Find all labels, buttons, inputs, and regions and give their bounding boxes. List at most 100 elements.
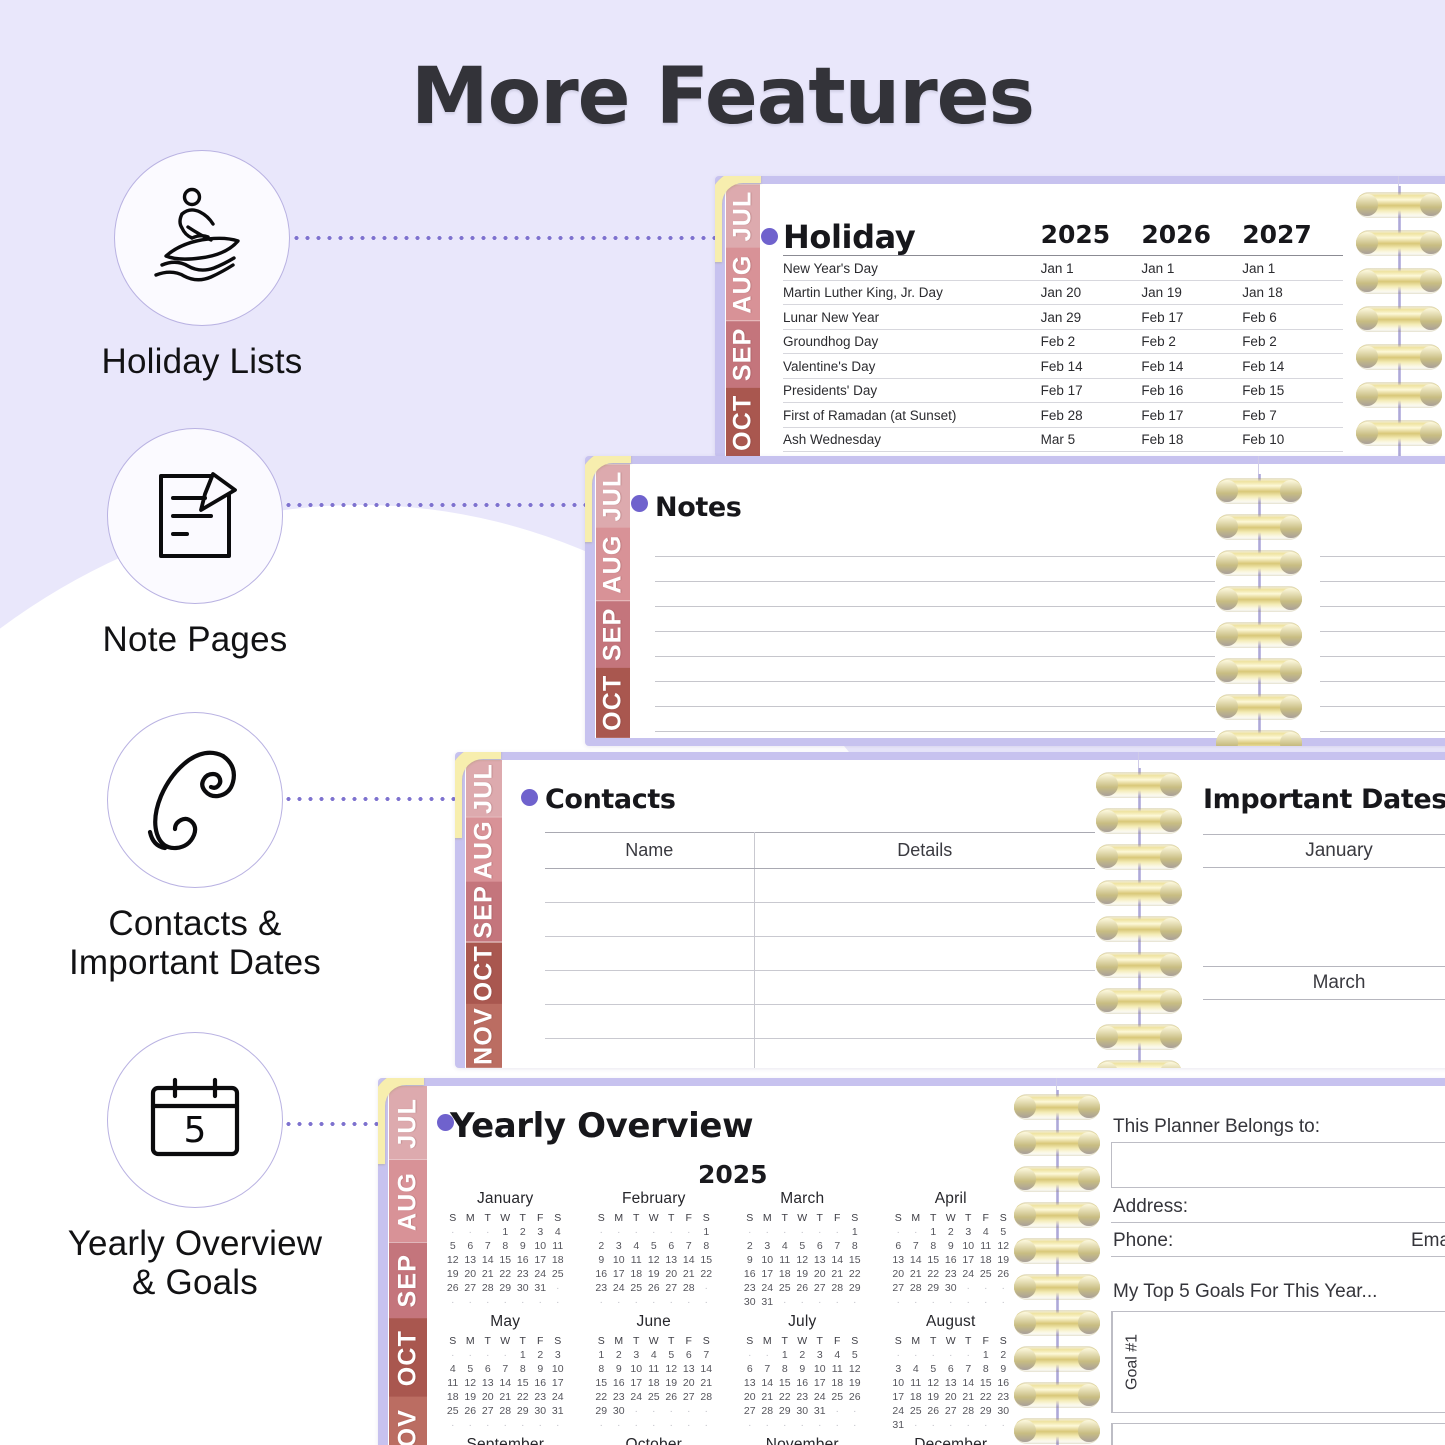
- yearly-spiral-binding: [1014, 1090, 1100, 1445]
- month-tab-oct[interactable]: OCT: [466, 941, 502, 1005]
- contacts-name-cell[interactable]: [545, 936, 755, 971]
- feature-holiday-lists[interactable]: Holiday Lists: [2, 150, 402, 381]
- mini-calendar-weekday: S: [597, 1335, 605, 1347]
- month-tab-nov[interactable]: NOV: [389, 1397, 427, 1445]
- mini-calendar-weekday: W: [648, 1335, 659, 1347]
- mini-calendar-day: 29: [778, 1405, 791, 1417]
- note-rule-line[interactable]: [1320, 532, 1445, 557]
- connector-dot-contacts: [521, 789, 538, 806]
- mini-calendar-day: ·: [748, 1419, 752, 1431]
- mini-calendar-day: ·: [818, 1296, 822, 1308]
- panel-holiday[interactable]: JUL AUG SEP OCT Holiday 2025 2026 2027 N…: [715, 176, 1445, 458]
- note-rule-line[interactable]: [655, 707, 1215, 732]
- holiday-row: Ash Wednesday Mar 5 Feb 18 Feb 10: [783, 427, 1343, 452]
- notes-heading: Notes: [655, 492, 742, 523]
- mini-calendar-day: 7: [484, 1240, 491, 1252]
- goal-row-2[interactable]: Goal #2: [1111, 1423, 1445, 1445]
- note-rule-line[interactable]: [1320, 582, 1445, 607]
- mini-calendar-week: · · · · · · ·: [593, 1418, 716, 1432]
- panel-yearly-overview[interactable]: JUL AUG SEP OCT NOV Yearly Overview 2025…: [378, 1078, 1445, 1445]
- contacts-details-cell[interactable]: [754, 1004, 1095, 1039]
- contacts-row[interactable]: [545, 936, 1095, 971]
- month-tab-oct[interactable]: OCT: [726, 388, 760, 458]
- mini-calendar-day: ·: [634, 1405, 639, 1417]
- mini-calendar-day: ·: [599, 1419, 604, 1431]
- note-rule-line[interactable]: [655, 607, 1215, 632]
- note-rule-line[interactable]: [655, 657, 1215, 682]
- note-rule-line[interactable]: [1320, 557, 1445, 582]
- panel-contacts[interactable]: JUL AUG SEP OCT NOV Contacts Name Detail…: [455, 752, 1445, 1068]
- note-rule-line[interactable]: [655, 682, 1215, 707]
- month-tab-oct[interactable]: OCT: [596, 668, 630, 738]
- contacts-row[interactable]: [545, 902, 1095, 937]
- elastic-band-corner: [455, 752, 501, 838]
- contacts-row[interactable]: [545, 868, 1095, 903]
- note-rule-line[interactable]: [655, 582, 1215, 607]
- feature-yearly-overview[interactable]: 5 Yearly Overview & Goals: [0, 1032, 395, 1302]
- contacts-details-cell[interactable]: [754, 936, 1095, 971]
- mini-calendar-weekday: S: [702, 1335, 710, 1347]
- mini-calendar-day: ·: [896, 1296, 901, 1308]
- holiday-date: Jan 20: [1040, 280, 1142, 305]
- note-rule-line[interactable]: [655, 632, 1215, 657]
- month-tab-nov[interactable]: NOV: [466, 1004, 502, 1068]
- month-tab-sep[interactable]: SEP: [596, 601, 630, 669]
- mini-calendar-week: · · · · · · ·: [593, 1295, 716, 1309]
- contacts-name-cell[interactable]: [545, 970, 755, 1005]
- mini-calendar-day: ·: [486, 1349, 490, 1361]
- notes-spiral-binding: [1216, 474, 1302, 746]
- mini-calendar-day: 19: [927, 1391, 940, 1403]
- important-date-march[interactable]: March: [1203, 966, 1445, 1000]
- contacts-name-cell[interactable]: [545, 868, 755, 903]
- mini-calendar-weekday: M: [614, 1212, 624, 1224]
- mini-calendar-weekday: M: [911, 1335, 921, 1347]
- contacts-details-cell[interactable]: [754, 902, 1095, 937]
- important-date-january[interactable]: January: [1203, 834, 1445, 868]
- contacts-name-cell[interactable]: [545, 1038, 755, 1068]
- month-tab-oct[interactable]: OCT: [389, 1318, 427, 1398]
- contacts-name-cell[interactable]: [545, 902, 755, 937]
- contacts-details-cell[interactable]: [754, 868, 1095, 903]
- belongs-to-field[interactable]: [1111, 1142, 1445, 1188]
- feature-note-pages[interactable]: Note Pages: [0, 428, 395, 659]
- note-rule-line[interactable]: [655, 532, 1215, 557]
- panel-notes[interactable]: JUL AUG SEP OCT Notes: [585, 456, 1445, 746]
- mini-calendar-week: 29 30 · · · · ·: [593, 1404, 716, 1418]
- note-rule-line[interactable]: [1320, 657, 1445, 682]
- mini-calendar-day: 16: [743, 1268, 756, 1280]
- feature-contacts[interactable]: Contacts & Important Dates: [0, 712, 395, 982]
- mini-calendar-month-name: July: [788, 1313, 817, 1330]
- mini-calendar-day: 9: [537, 1363, 544, 1375]
- note-rule-line[interactable]: [1320, 707, 1445, 732]
- mini-calendar-weekday: S: [999, 1335, 1007, 1347]
- holiday-date: Jan 29: [1040, 304, 1142, 330]
- mini-calendar-day: 6: [668, 1240, 675, 1252]
- contacts-details-cell[interactable]: [754, 970, 1095, 1005]
- contacts-row[interactable]: [545, 970, 1095, 1005]
- note-rule-line[interactable]: [1320, 632, 1445, 657]
- month-tab-sep[interactable]: SEP: [466, 882, 502, 942]
- mini-calendar-day: ·: [949, 1296, 953, 1308]
- contacts-name-cell[interactable]: [545, 1004, 755, 1039]
- calendar-5-icon-circle: 5: [107, 1032, 283, 1208]
- connector-yearly: [283, 1122, 453, 1126]
- mini-calendar-day: ·: [451, 1296, 455, 1308]
- contacts-row[interactable]: [545, 1004, 1095, 1039]
- contacts-details-cell[interactable]: [754, 1038, 1095, 1068]
- feature-label: Note Pages: [102, 620, 288, 659]
- mini-calendar-day: 13: [481, 1377, 494, 1389]
- note-rule-line[interactable]: [655, 557, 1215, 582]
- phone-field[interactable]: [1111, 1256, 1445, 1257]
- mini-calendar-day: 14: [831, 1254, 844, 1266]
- note-rule-line[interactable]: [1320, 682, 1445, 707]
- goal-row-1[interactable]: Goal #1: [1111, 1311, 1445, 1413]
- mini-calendar: July S M T W T F S · · 1 2 3 4 5 6 7 8 9 10 11 12 13 14 15 16 17 18…: [735, 1313, 870, 1432]
- month-tab-sep[interactable]: SEP: [389, 1241, 427, 1319]
- mini-calendar-day: 20: [743, 1391, 756, 1403]
- mini-calendar-day: ·: [669, 1405, 674, 1417]
- month-tab-aug[interactable]: AUG: [389, 1159, 427, 1242]
- note-rule-line[interactable]: [1320, 607, 1445, 632]
- month-tab-sep[interactable]: SEP: [726, 321, 760, 389]
- contacts-row[interactable]: [545, 1038, 1095, 1068]
- address-field[interactable]: [1111, 1222, 1445, 1223]
